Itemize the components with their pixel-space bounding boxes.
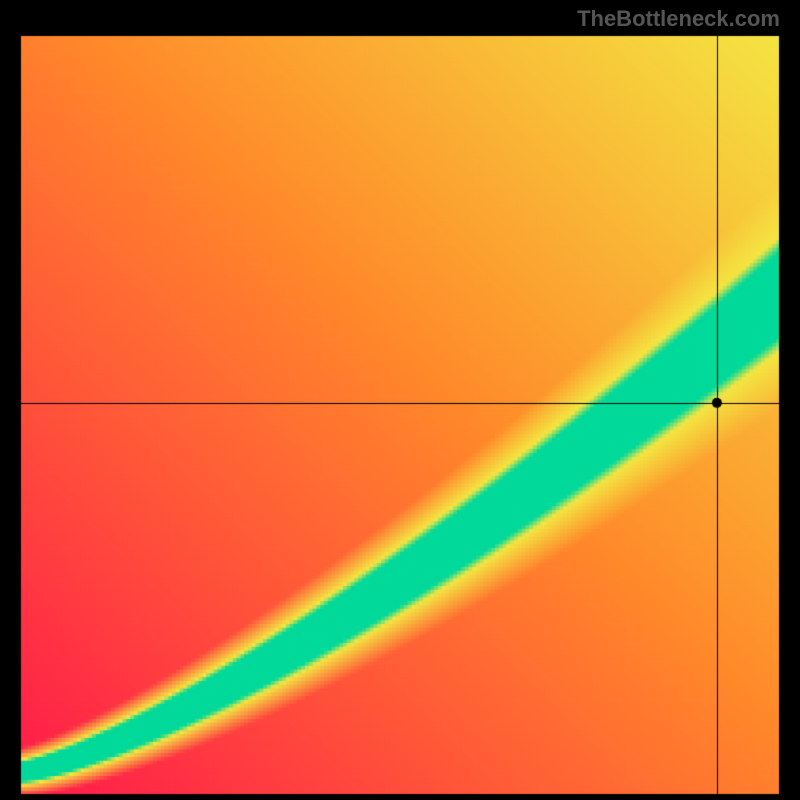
heatmap-canvas [20,35,780,795]
watermark-text: TheBottleneck.com [577,6,780,32]
chart-container: TheBottleneck.com [0,0,800,800]
